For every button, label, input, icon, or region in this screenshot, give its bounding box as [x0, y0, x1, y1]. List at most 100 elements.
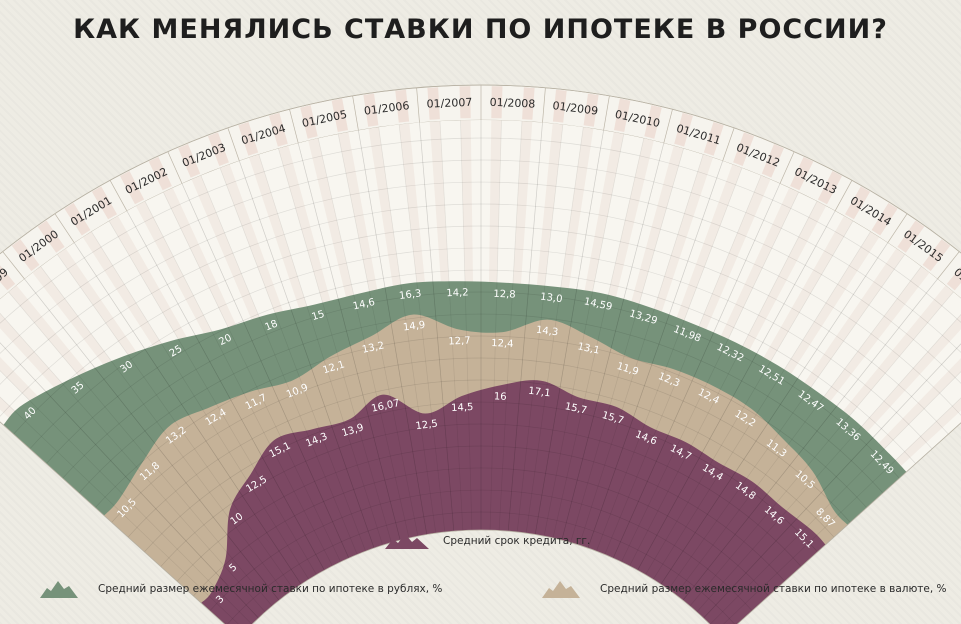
zone-stripe — [308, 138, 357, 311]
date-divider — [352, 95, 359, 131]
grid-arc — [78, 313, 884, 494]
band-stripe — [238, 122, 259, 156]
grid-radial — [629, 201, 818, 567]
data-label: 14,6 — [352, 297, 376, 312]
legend-currency: Средний размер ежемесячной ставки по ипо… — [542, 580, 947, 598]
grid-arc — [0, 159, 961, 391]
zone-stripe — [135, 201, 225, 361]
mountain-icon — [385, 534, 429, 549]
grid-radial — [716, 347, 961, 624]
band-stripe — [817, 171, 842, 205]
date-divider — [416, 87, 420, 123]
zone-stripe — [460, 120, 474, 296]
zone-stripe — [777, 231, 880, 385]
zone-stripe — [627, 145, 684, 317]
grid-radial — [660, 242, 888, 585]
zone-stripe — [797, 248, 905, 398]
data-label: 12,7 — [448, 336, 471, 348]
grid-radial — [596, 167, 743, 552]
grid-arc — [62, 291, 900, 479]
x-tick-label: 01/2007 — [426, 96, 472, 111]
data-label: 12,4 — [491, 338, 514, 350]
grid-radial — [604, 175, 762, 555]
grid-radial — [108, 220, 317, 575]
grid-radial — [675, 266, 922, 596]
legend-currency-label: Средний размер ежемесячной ставки по ипо… — [600, 583, 947, 595]
date-divider — [167, 151, 183, 184]
mountain-icon — [542, 581, 580, 598]
band-stripe — [0, 265, 16, 291]
grid-radial — [258, 154, 384, 546]
grid-radial — [297, 143, 401, 541]
date-divider — [289, 109, 299, 144]
data-label: 14,2 — [446, 287, 469, 299]
band-stripe — [37, 220, 65, 253]
grid-radial — [561, 143, 665, 541]
grid-radial — [358, 130, 428, 535]
band-stripe — [703, 122, 724, 156]
band-stripe — [300, 105, 318, 139]
grid-arc — [193, 467, 769, 597]
grid-radial — [516, 124, 564, 533]
data-label: 14,9 — [402, 320, 425, 334]
grid-arc — [95, 335, 867, 508]
band-stripe — [363, 93, 379, 127]
grid-arc — [0, 181, 961, 405]
grid-radial — [317, 138, 410, 539]
grid-radial — [378, 127, 437, 534]
grid-radial — [652, 231, 871, 580]
chart-title: КАК МЕНЯЛИСЬ СТАВКИ ПО ИПОТЕКЕ В РОССИИ? — [73, 14, 888, 45]
zone-stripe — [249, 154, 312, 324]
date-divider — [542, 87, 546, 123]
grid-radial — [709, 333, 961, 624]
band-stripe — [178, 144, 201, 178]
date-divider — [834, 180, 853, 212]
band-stripe — [644, 105, 662, 139]
band-stripe — [790, 156, 814, 191]
zone-stripe — [834, 285, 954, 426]
grid-radial — [570, 148, 684, 543]
band-stripe — [491, 86, 503, 119]
grid-radial — [0, 318, 259, 619]
zone-stripe — [338, 132, 380, 306]
grid-radial — [578, 154, 704, 546]
zone-stripe — [512, 121, 533, 297]
legend-term-label: Средний срок кредита, гг. — [443, 535, 591, 547]
date-divider — [663, 109, 673, 144]
grid-radial — [552, 138, 645, 539]
grid-radial — [419, 122, 455, 532]
band-stripe — [91, 186, 117, 220]
grid-radial — [398, 124, 446, 533]
grid-radial — [460, 120, 473, 531]
zone-stripe — [650, 154, 713, 324]
band-stripe — [207, 132, 229, 166]
band-stripe — [761, 144, 784, 178]
zone-stripe — [109, 215, 205, 372]
zone-stripe — [886, 397, 961, 475]
band-stripe — [148, 156, 172, 191]
grid-radial — [181, 183, 350, 559]
zone-stripe — [191, 175, 268, 341]
grid-arc — [0, 137, 961, 376]
zone-stripe — [163, 187, 247, 350]
zone-stripe — [535, 123, 563, 299]
data-label: 14,5 — [451, 402, 474, 414]
zone-stripe — [368, 127, 404, 302]
grid-radial — [0, 305, 266, 613]
zone-stripe — [605, 138, 654, 311]
zone-stripe — [488, 120, 502, 296]
zone-stripe — [220, 164, 290, 332]
data-label: 16 — [494, 391, 507, 403]
date-divider — [779, 151, 795, 184]
grid-radial — [278, 148, 392, 543]
band-stripe — [331, 98, 348, 132]
band-stripe — [120, 171, 145, 205]
grid-arc — [13, 225, 949, 435]
legend-term: Средний срок кредита, гг. — [385, 533, 590, 549]
grid-radial — [0, 333, 253, 624]
grid-radial — [144, 201, 333, 567]
grid-radial — [8, 291, 273, 607]
grid-radial — [525, 127, 584, 534]
grid-radial — [0, 347, 246, 624]
grid-radial — [587, 160, 724, 549]
